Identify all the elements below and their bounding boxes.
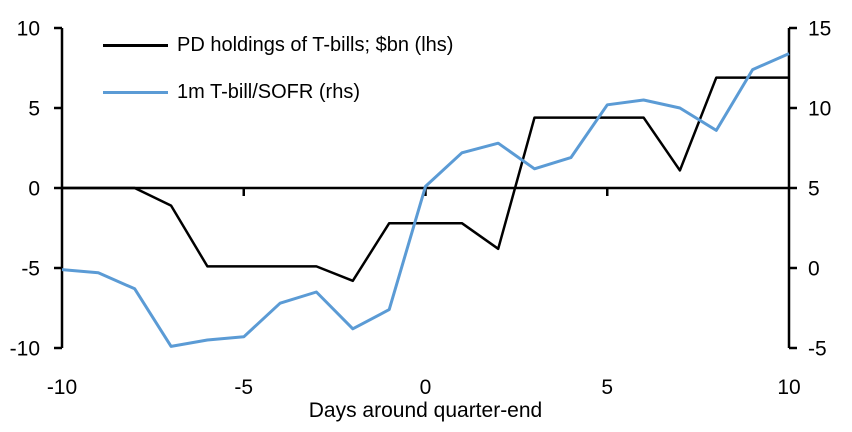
legend-label-pd-holdings: PD holdings of T-bills; $bn (lhs) <box>177 34 454 56</box>
right-axis-tick-label: 0 <box>808 258 820 281</box>
right-axis-tick-label: 5 <box>808 178 820 201</box>
left-axis-tick-label: 0 <box>28 178 40 201</box>
right-axis-tick-label: -5 <box>808 338 827 361</box>
series-line-pd-holdings-of-t-bills <box>62 76 789 283</box>
legend-line-swatch-sofr <box>103 90 168 94</box>
legend-item-sofr: 1m T-bill/SOFR (rhs) <box>103 78 453 106</box>
right-axis-tick-label: 15 <box>808 18 831 41</box>
left-axis-tick-label: 5 <box>28 98 40 121</box>
x-axis-tick-label: 5 <box>601 376 613 399</box>
chart-legend: PD holdings of T-bills; $bn (lhs) 1m T-b… <box>103 31 453 125</box>
legend-line-swatch-pd-holdings <box>103 43 168 47</box>
x-axis-tick-label: -10 <box>47 376 77 399</box>
right-axis-tick-label: 10 <box>808 98 831 121</box>
legend-label-sofr: 1m T-bill/SOFR (rhs) <box>177 81 360 103</box>
legend-item-pd-holdings: PD holdings of T-bills; $bn (lhs) <box>103 31 453 59</box>
left-axis-tick-label: -10 <box>10 338 40 361</box>
x-axis-tick-label: -5 <box>234 376 253 399</box>
series-line-1m-t-bill-sofr <box>61 52 790 348</box>
left-axis-tick-label: -5 <box>21 258 40 281</box>
x-axis-title: Days around quarter-end <box>309 399 542 422</box>
left-axis-tick-label: 10 <box>17 18 40 41</box>
x-axis-tick-label: 0 <box>420 376 432 399</box>
x-axis-tick-label: 10 <box>777 376 800 399</box>
